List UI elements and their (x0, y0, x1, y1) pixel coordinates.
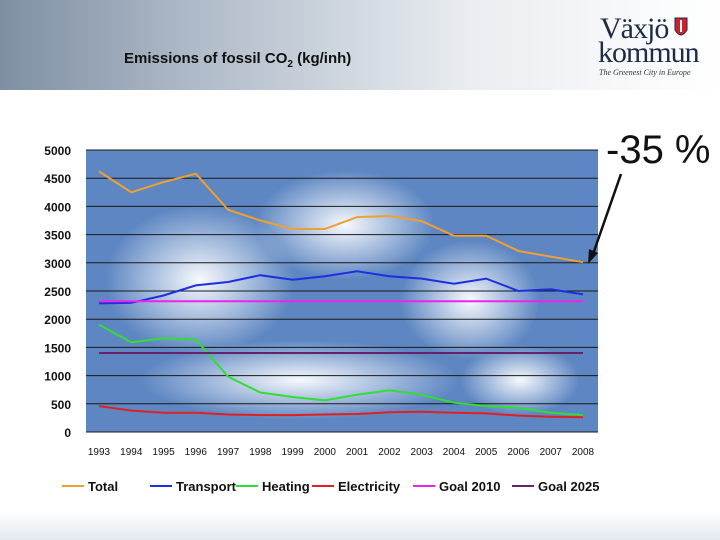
x-tick-label: 2001 (346, 447, 369, 458)
y-tick-label: 2000 (44, 313, 71, 327)
y-axis-ticks: 0 500 1000 1500 2000 2500 3000 3500 4000 4500 5000 (44, 144, 71, 440)
series-line-electricity (98, 405, 584, 419)
title-unit: (kg/inh) (292, 50, 352, 67)
y-tick-label: 3000 (44, 257, 71, 271)
y-tick-label: 2500 (44, 285, 71, 299)
x-tick-label: 2008 (572, 447, 595, 458)
series-line-heating (98, 323, 584, 417)
legend-label: Heating (262, 479, 310, 494)
x-tick-label: 1997 (217, 447, 240, 458)
x-tick-label: 1993 (88, 447, 111, 458)
series-lines (98, 170, 584, 419)
title-subscript: 2 (287, 59, 293, 70)
y-tick-label: 500 (51, 398, 71, 412)
x-axis-ticks: 1993 1994 1995 1996 1997 1998 1999 2000 2001 2002… (88, 447, 595, 458)
x-tick-label: 2000 (314, 447, 337, 458)
y-tick-label: 1000 (44, 370, 71, 384)
footer-band (0, 512, 720, 540)
logo-line2: kommun (598, 36, 700, 69)
y-tick-label: 3500 (44, 229, 71, 243)
series-line-total (98, 170, 584, 264)
y-tick-label: 4000 (44, 200, 71, 214)
legend-label: Total (88, 479, 118, 494)
header-band (0, 0, 720, 90)
legend: Total Transport Heating Electricity Goal 201… (62, 479, 599, 494)
legend-label: Goal 2025 (538, 479, 599, 494)
vaxjo-logo: Växjö kommun The Greenest City in Europe (596, 12, 706, 82)
x-tick-label: 2006 (507, 447, 530, 458)
x-tick-label: 1994 (120, 447, 143, 458)
y-tick-label: 4500 (44, 172, 71, 186)
logo-tagline: The Greenest City in Europe (599, 68, 691, 77)
legend-label: Electricity (338, 479, 401, 494)
x-tick-label: 1996 (185, 447, 208, 458)
x-tick-label: 2005 (475, 447, 498, 458)
x-tick-label: 2004 (443, 447, 466, 458)
title-text: Emissions of fossil CO (124, 50, 288, 67)
series-line-transport (98, 270, 584, 305)
gridlines (86, 149, 598, 433)
x-tick-label: 2003 (411, 447, 434, 458)
legend-label: Goal 2010 (439, 479, 500, 494)
x-tick-label: 1995 (152, 447, 175, 458)
callout-arrow (588, 173, 623, 264)
x-tick-label: 2007 (540, 447, 563, 458)
y-tick-label: 5000 (44, 144, 71, 158)
y-tick-label: 0 (64, 426, 71, 440)
legend-label: Transport (176, 479, 237, 494)
reduction-callout: -35 % (606, 128, 711, 172)
crest-icon (674, 17, 688, 36)
x-tick-label: 1999 (281, 447, 304, 458)
page-title: Emissions of fossil CO2 (kg/inh) (124, 50, 351, 70)
x-tick-label: 2002 (378, 447, 401, 458)
y-tick-label: 1500 (44, 341, 71, 355)
x-tick-label: 1998 (249, 447, 272, 458)
logo-line1: Växjö (600, 12, 669, 45)
